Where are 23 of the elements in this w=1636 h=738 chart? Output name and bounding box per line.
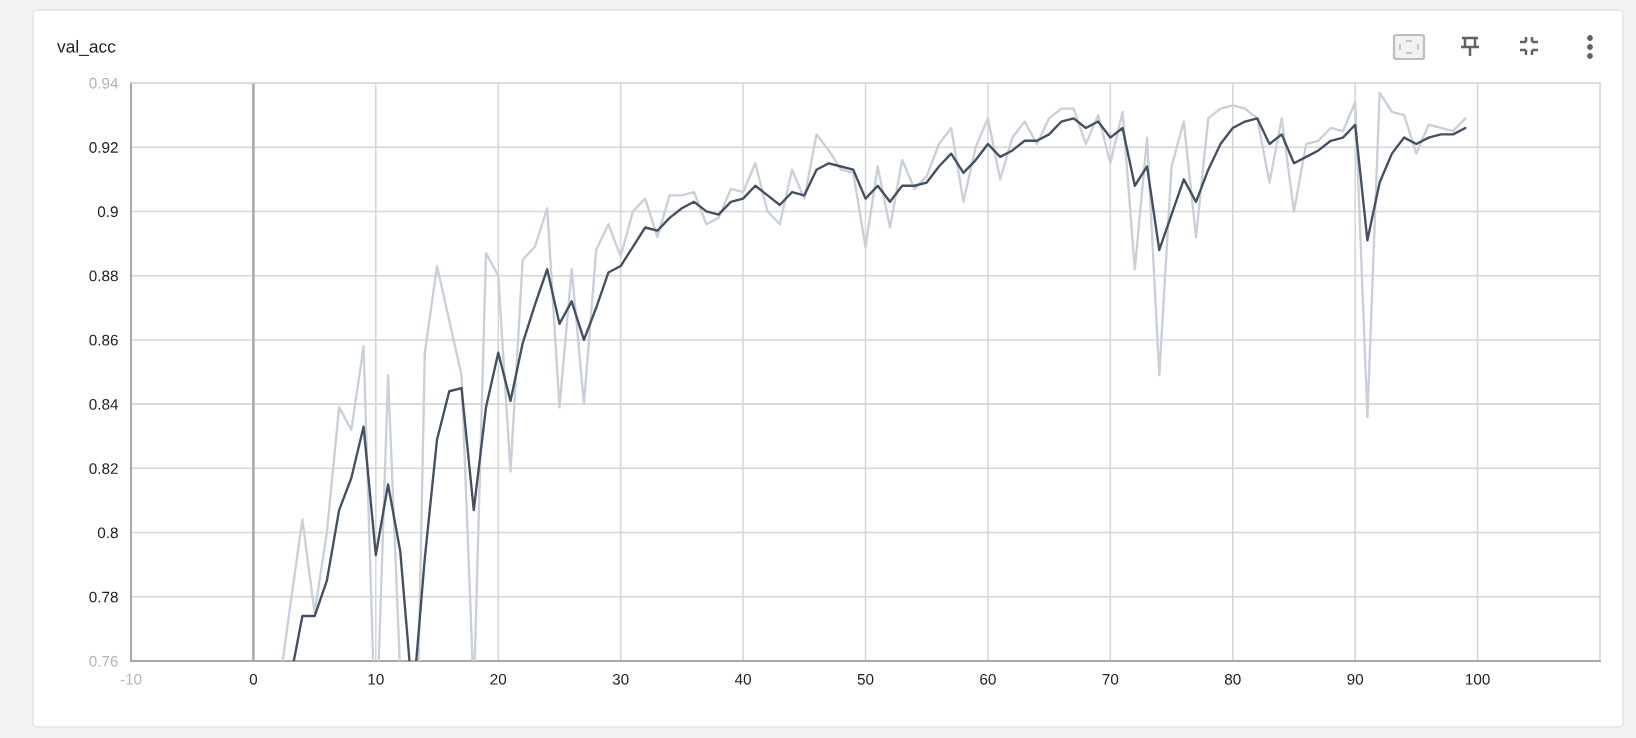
y-tick-label: 0.84 [89, 398, 119, 410]
x-tick-label: 20 [490, 673, 507, 685]
y-tick-label: 0.82 [89, 463, 118, 475]
chart-title: val_acc [57, 39, 116, 56]
y-tick-label: 0.94 [89, 77, 119, 89]
x-tick-label: 0 [249, 673, 258, 685]
x-tick-label: 50 [857, 673, 874, 685]
y-tick-label: 0.76 [89, 655, 118, 667]
x-tick-label: 80 [1224, 673, 1241, 685]
y-tick-label: 0.8 [97, 527, 118, 539]
x-tick-label: 70 [1102, 673, 1119, 685]
y-tick-label: 0.9 [97, 206, 118, 218]
y-tick-label: 0.86 [89, 334, 118, 346]
x-tick-label: 40 [734, 673, 751, 685]
y-tick-label: 0.92 [89, 142, 118, 153]
x-tick-label: 100 [1466, 673, 1490, 685]
x-tick-label: -10 [120, 673, 142, 685]
x-tick-label: 60 [980, 673, 996, 685]
x-tick-label: 90 [1347, 673, 1364, 685]
x-tick-label: 30 [612, 673, 629, 685]
y-tick-label: 0.88 [89, 270, 118, 282]
x-tick-label: 10 [368, 673, 384, 685]
y-tick-label: 0.78 [89, 591, 118, 603]
